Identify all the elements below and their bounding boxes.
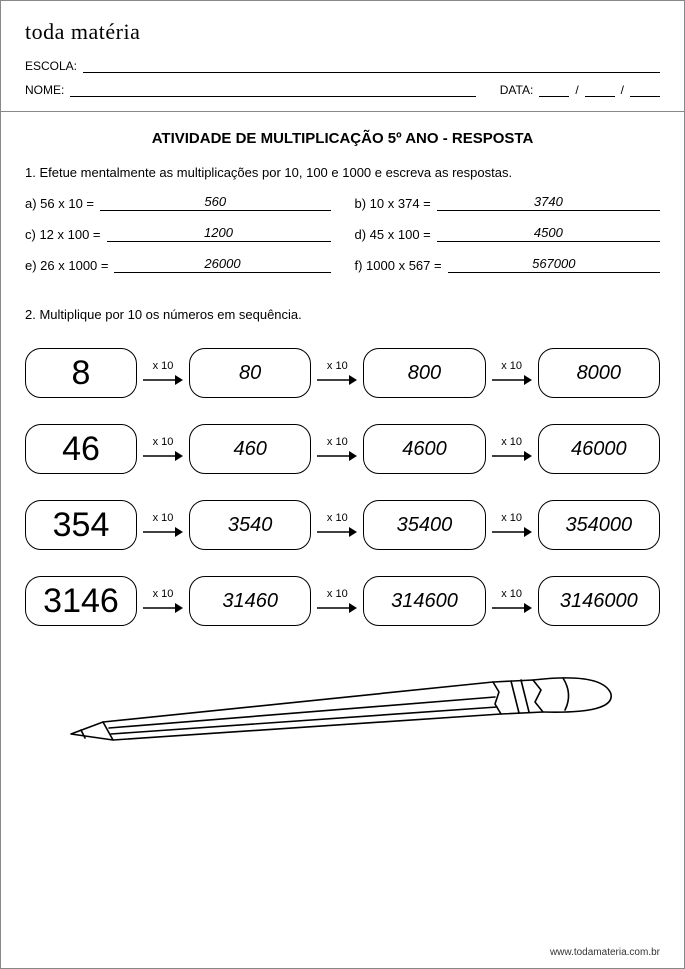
arrow-group: x 10	[315, 588, 359, 615]
sequence-row: 3146 x 10 31460 x 10 314600 x 10 3146000	[25, 576, 660, 626]
sequence-step-pill: 35400	[363, 500, 485, 550]
sequence-row: 46 x 10 460 x 10 4600 x 10 46000	[25, 424, 660, 474]
sequence-step-pill: 314600	[363, 576, 485, 626]
sequence-start-pill: 46	[25, 424, 137, 474]
arrow-label: x 10	[327, 512, 348, 524]
school-line: ESCOLA:	[25, 59, 660, 73]
sequence-step-pill: 46000	[538, 424, 660, 474]
sequence-step-pill: 800	[363, 348, 485, 398]
q1-answer: 26000	[114, 256, 330, 273]
arrow-label: x 10	[501, 360, 522, 372]
arrow-group: x 10	[490, 512, 534, 539]
name-blank[interactable]	[70, 83, 475, 97]
arrow-label: x 10	[153, 588, 174, 600]
footer-url: www.todamateria.com.br	[550, 947, 660, 958]
arrow-group: x 10	[141, 512, 185, 539]
arrow-label: x 10	[153, 436, 174, 448]
date-sep-1: /	[575, 83, 578, 97]
arrow-group: x 10	[490, 360, 534, 387]
header-divider	[1, 111, 684, 112]
q1-item: b) 10 x 374 = 3740	[355, 194, 661, 211]
arrow-group: x 10	[141, 360, 185, 387]
sequence-step-pill: 8000	[538, 348, 660, 398]
arrow-label: x 10	[153, 512, 174, 524]
name-label: NOME:	[25, 83, 64, 97]
sequence-step-pill: 4600	[363, 424, 485, 474]
sequence-row: 354 x 10 3540 x 10 35400 x 10 354000	[25, 500, 660, 550]
arrow-group: x 10	[315, 436, 359, 463]
sequence-start-pill: 354	[25, 500, 137, 550]
q1-answer: 567000	[448, 256, 660, 273]
page-title: ATIVIDADE DE MULTIPLICAÇÃO 5º ANO - RESP…	[25, 130, 660, 147]
pencil-illustration	[25, 652, 660, 747]
date-sep-2: /	[621, 83, 624, 97]
arrow-group: x 10	[490, 588, 534, 615]
sequence-start-pill: 8	[25, 348, 137, 398]
sequence-step-pill: 354000	[538, 500, 660, 550]
date-day-blank[interactable]	[539, 83, 569, 97]
pencil-icon	[63, 652, 623, 747]
name-date-line: NOME: DATA: / /	[25, 83, 660, 97]
q1-expr: c) 12 x 100 =	[25, 227, 101, 242]
date-month-blank[interactable]	[585, 83, 615, 97]
sequence-row: 8 x 10 80 x 10 800 x 10 8000	[25, 348, 660, 398]
arrow-label: x 10	[327, 360, 348, 372]
q1-answer: 4500	[437, 225, 660, 242]
arrow-label: x 10	[327, 588, 348, 600]
q1-answer: 560	[100, 194, 330, 211]
sequence-step-pill: 460	[189, 424, 311, 474]
arrow-label: x 10	[153, 360, 174, 372]
q1-expr: f) 1000 x 567 =	[355, 258, 442, 273]
q1-instruction: 1. Efetue mentalmente as multiplicações …	[25, 165, 660, 180]
arrow-label: x 10	[501, 588, 522, 600]
arrow-label: x 10	[501, 512, 522, 524]
arrow-group: x 10	[315, 512, 359, 539]
q1-expr: e) 26 x 1000 =	[25, 258, 108, 273]
sequence-step-pill: 80	[189, 348, 311, 398]
arrow-group: x 10	[490, 436, 534, 463]
sequence-start-pill: 3146	[25, 576, 137, 626]
q1-item: c) 12 x 100 = 1200	[25, 225, 331, 242]
q1-item: a) 56 x 10 = 560	[25, 194, 331, 211]
q1-answer: 3740	[437, 194, 660, 211]
q1-expr: b) 10 x 374 =	[355, 196, 431, 211]
q1-item: d) 45 x 100 = 4500	[355, 225, 661, 242]
date-label: DATA:	[500, 83, 534, 97]
sequence-step-pill: 3146000	[538, 576, 660, 626]
arrow-group: x 10	[141, 588, 185, 615]
q1-expr: d) 45 x 100 =	[355, 227, 431, 242]
q1-answer: 1200	[107, 225, 331, 242]
arrow-group: x 10	[141, 436, 185, 463]
arrow-label: x 10	[501, 436, 522, 448]
site-logo: toda matéria	[25, 19, 660, 45]
school-blank[interactable]	[83, 59, 660, 73]
q1-item: e) 26 x 1000 = 26000	[25, 256, 331, 273]
school-label: ESCOLA:	[25, 59, 77, 73]
worksheet-page: toda matéria ESCOLA: NOME: DATA: / / ATI…	[0, 0, 685, 969]
q1-grid: a) 56 x 10 = 560 b) 10 x 374 = 3740 c) 1…	[25, 194, 660, 273]
sequence-step-pill: 3540	[189, 500, 311, 550]
q1-item: f) 1000 x 567 = 567000	[355, 256, 661, 273]
q2-sequences: 8 x 10 80 x 10 800 x 10 8000 46 x 10 460 x 10 4600 x…	[25, 348, 660, 626]
q1-expr: a) 56 x 10 =	[25, 196, 94, 211]
sequence-step-pill: 31460	[189, 576, 311, 626]
date-year-blank[interactable]	[630, 83, 660, 97]
arrow-label: x 10	[327, 436, 348, 448]
arrow-group: x 10	[315, 360, 359, 387]
q2-instruction: 2. Multiplique por 10 os números em sequ…	[25, 307, 660, 322]
